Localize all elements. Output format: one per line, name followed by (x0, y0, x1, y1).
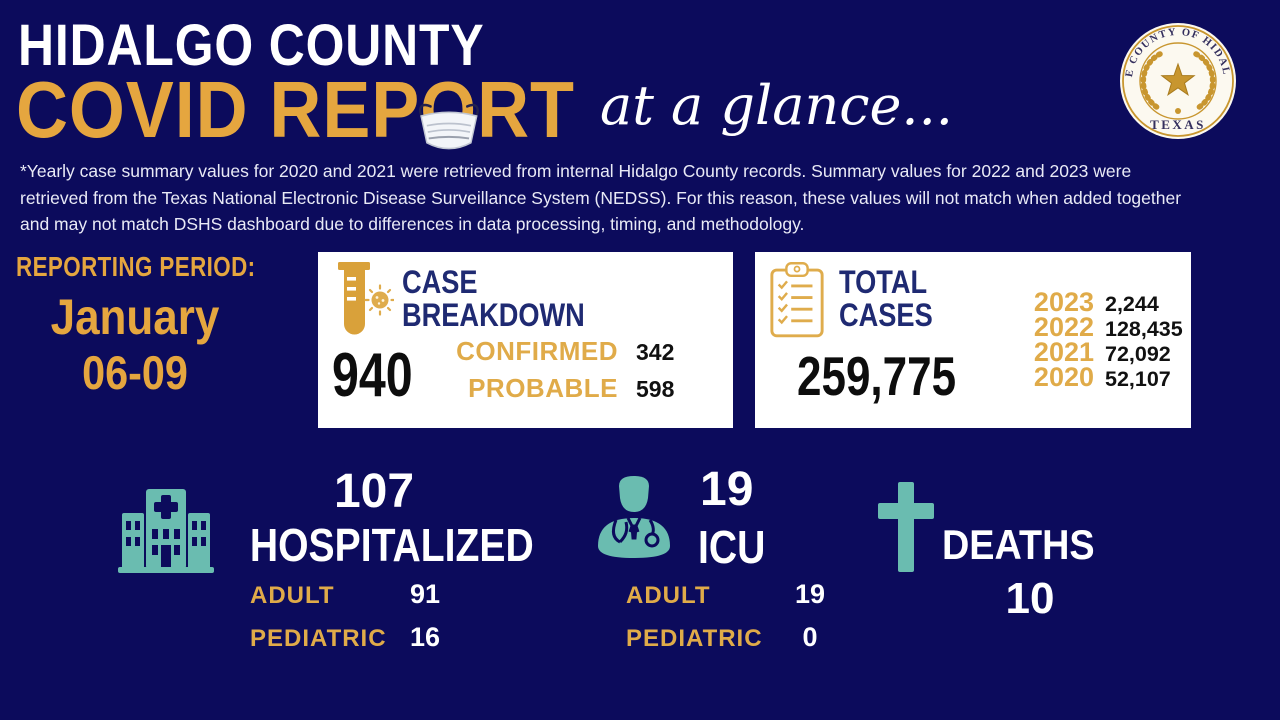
year-label: 2020 (1033, 362, 1094, 392)
year-row: 2023 2,244 (1020, 287, 1183, 317)
report-title-right: RT (477, 65, 575, 154)
disclaimer-text: *Yearly case summary values for 2020 and… (20, 161, 1182, 235)
cross-icon (878, 482, 934, 572)
pediatric-label: PEDIATRIC (626, 625, 763, 652)
reporting-period-dates: January 06-09 (20, 292, 250, 396)
total-cases-value: 259,775 (797, 345, 957, 407)
adult-label: ADULT (626, 582, 711, 609)
total-cases-card: TOTAL CASES 259,775 2023 2,244 2022 128,… (755, 252, 1191, 428)
total-cases-title: TOTAL CASES (839, 264, 933, 334)
report-title: COVID REPO RT (16, 64, 575, 156)
pediatric-value: 16 (410, 622, 441, 652)
year-label: 2021 (1033, 337, 1094, 367)
hospitalized-adult-row: ADULT 91 (250, 579, 440, 610)
confirmed-label: CONFIRMED (456, 336, 618, 366)
county-name: HIDALGO COUNTY (18, 13, 485, 78)
adult-value: 91 (410, 579, 441, 609)
year-value: 2,244 (1105, 292, 1159, 316)
pediatric-value: 0 (802, 622, 818, 652)
clipboard-icon (770, 262, 824, 338)
probable-label: PROBABLE (468, 373, 618, 403)
pediatric-label: PEDIATRIC (250, 625, 387, 652)
year-label: 2022 (1033, 312, 1094, 342)
year-row: 2022 128,435 (1020, 312, 1183, 342)
hospital-icon (118, 489, 214, 573)
deaths-count: 10 (1005, 574, 1055, 623)
reporting-period-month: January (50, 289, 220, 345)
reporting-period-label: REPORTING PERIOD: (16, 251, 256, 282)
hospitalized-label: HOSPITALIZED (249, 519, 534, 571)
seal-bottom-text: TEXAS (1150, 117, 1206, 132)
year-value: 52,107 (1105, 367, 1171, 391)
icu-label: ICU (698, 521, 766, 573)
seal-wreath-left (1140, 51, 1163, 112)
face-mask-icon (418, 104, 479, 150)
reporting-period-days: 06-09 (82, 346, 188, 399)
seal-wreath-right (1193, 51, 1216, 112)
report-tagline: at a glance... (600, 74, 953, 137)
year-value: 72,092 (1105, 342, 1171, 366)
year-value: 128,435 (1105, 317, 1183, 341)
icu-adult-row: ADULT 19 (626, 579, 834, 610)
seal-star-icon (1160, 62, 1196, 97)
hospitalized-pediatric-row: PEDIATRIC 16 (250, 622, 440, 653)
yearly-cases-list: 2023 2,244 2022 128,435 2021 72,092 2020… (1020, 287, 1183, 392)
county-seal: THE COUNTY OF HIDALGO TEXAS (1118, 20, 1236, 139)
icu-pediatric-row: PEDIATRIC 0 (626, 622, 834, 653)
year-row: 2021 72,092 (1020, 337, 1183, 367)
year-label: 2023 (1033, 287, 1094, 317)
test-tube-icon (338, 262, 394, 335)
case-breakdown-card: CASE BREAKDOWN 940 CONFIRMED 342 PROBABL… (318, 252, 733, 428)
confirmed-value: 342 (636, 339, 675, 365)
doctor-icon (598, 476, 670, 558)
confirmed-row: CONFIRMED 342 (438, 336, 674, 367)
virus-icon (364, 284, 394, 316)
probable-value: 598 (636, 376, 675, 402)
probable-row: PROBABLE 598 (438, 373, 674, 404)
year-row: 2020 52,107 (1020, 362, 1183, 392)
icu-count: 19 (700, 463, 754, 516)
case-breakdown-title: CASE BREAKDOWN (402, 264, 585, 334)
case-breakdown-total: 940 (332, 341, 413, 410)
adult-label: ADULT (250, 582, 335, 609)
report-title-left: COVID REP (16, 65, 421, 154)
masked-letter-o: O (418, 64, 479, 156)
deaths-label: DEATHS (942, 521, 1095, 568)
adult-value: 19 (794, 579, 826, 609)
hospitalized-count: 107 (333, 465, 415, 518)
